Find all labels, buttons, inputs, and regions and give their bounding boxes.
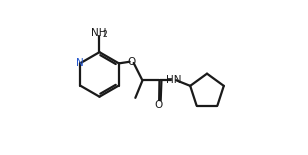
Text: NH: NH xyxy=(91,28,107,38)
Text: N: N xyxy=(76,58,83,68)
Text: 2: 2 xyxy=(103,30,108,39)
Text: HN: HN xyxy=(166,75,182,85)
Text: O: O xyxy=(128,57,136,67)
Text: O: O xyxy=(155,100,163,110)
